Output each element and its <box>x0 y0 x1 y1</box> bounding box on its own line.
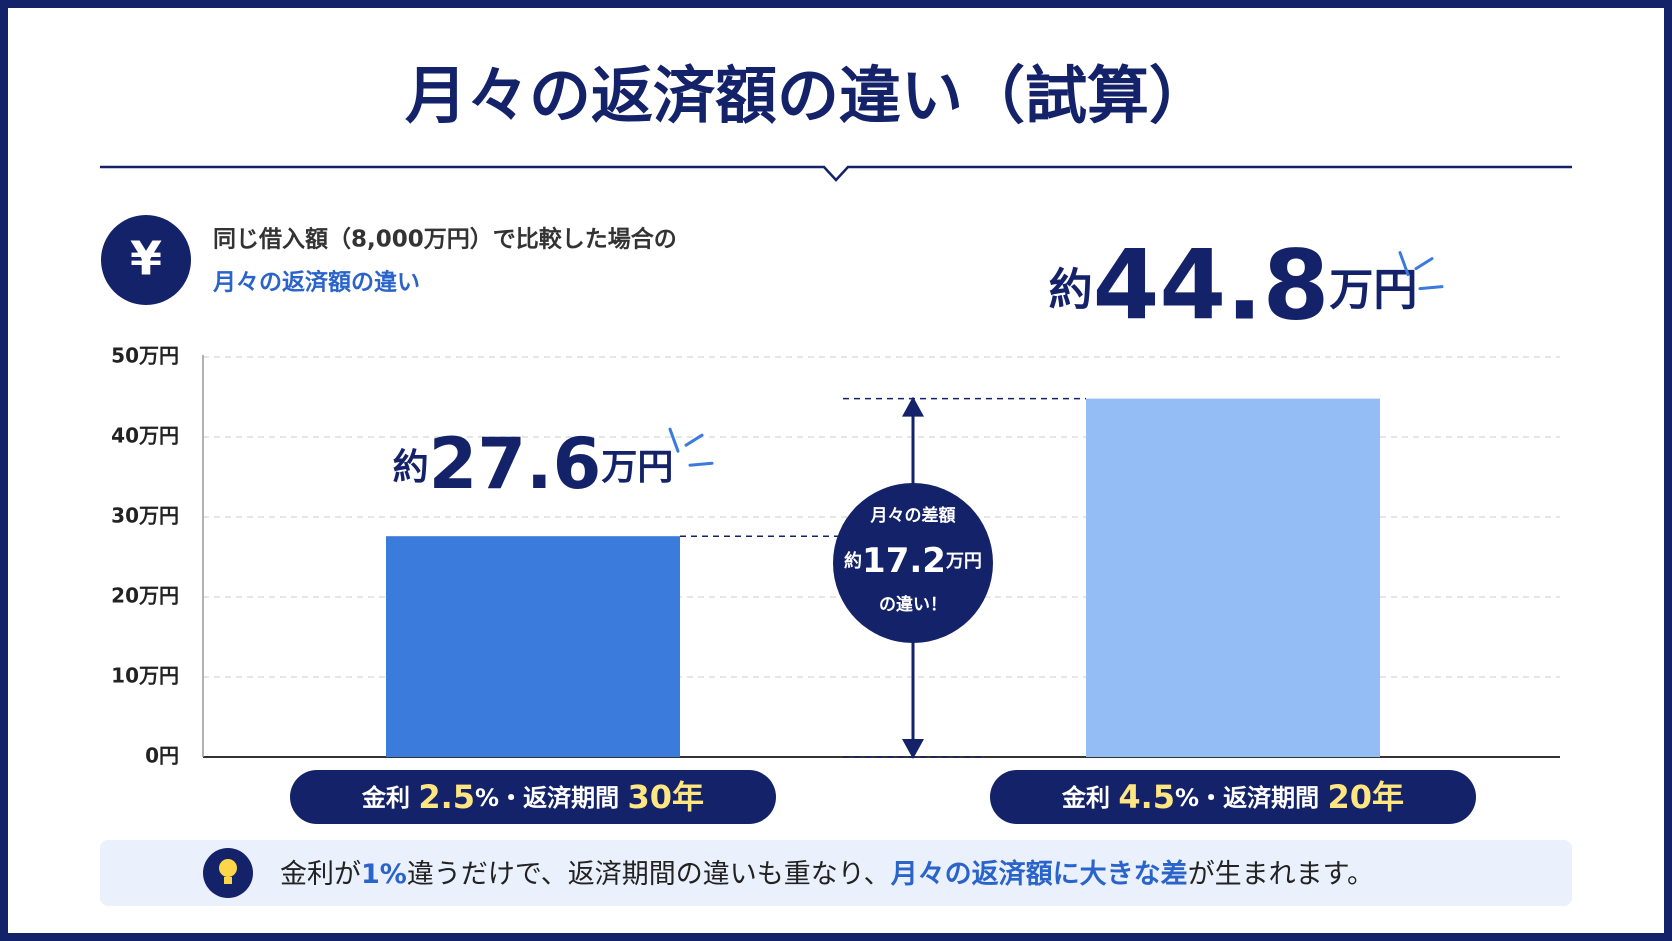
difference-title: 月々の差額 <box>870 505 956 526</box>
difference-note: の違い！ <box>879 594 947 615</box>
yen-symbol: ¥ <box>130 232 162 286</box>
category-part: 金利 <box>1061 784 1118 812</box>
arrow-head <box>902 739 924 759</box>
footnote: 金利が1%違うだけで、返済期間の違いも重なり、月々の返済額に大きな差が生まれます… <box>280 858 1374 890</box>
y-tick-label: 30万円 <box>111 504 179 528</box>
sparkle <box>1398 251 1410 277</box>
sparkle <box>1414 257 1434 271</box>
subtitle: 同じ借入額（8,000万円）で比較した場合の <box>213 226 677 253</box>
x-tick-label: 金利 4.5%・返済期間 20年 <box>1061 778 1404 816</box>
bar <box>1086 398 1380 757</box>
difference-badge <box>833 483 993 643</box>
sparkle <box>688 461 714 467</box>
sparkle <box>1418 285 1444 291</box>
footnote-part: が生まれます。 <box>1188 859 1374 890</box>
title-rule <box>100 165 1572 182</box>
category-part: %・返済期間 <box>1175 784 1327 812</box>
bulb-base <box>224 877 232 884</box>
y-tick-label: 0円 <box>145 744 179 768</box>
sparkle <box>684 433 704 447</box>
footnote-part: 1% <box>361 859 407 890</box>
x-tick-label: 金利 2.5%・返済期間 30年 <box>361 778 704 816</box>
footnote-part: 違うだけで、返済期間の違いも重なり、 <box>407 859 891 890</box>
y-tick-label: 10万円 <box>111 664 179 688</box>
difference-label: 約17.2万円 <box>844 541 982 581</box>
bulb <box>219 859 237 877</box>
category-part: 2.5 <box>418 778 475 816</box>
value-label: 約27.6万円 <box>393 423 674 505</box>
category-part: 30年 <box>627 778 704 816</box>
sparkle <box>668 427 680 453</box>
footnote-part: 金利が <box>280 859 361 890</box>
subtitle-highlight: 月々の返済額の違い <box>212 269 420 296</box>
y-tick-label: 50万円 <box>111 344 179 368</box>
chart-title: 月々の返済額の違い（試算） <box>405 59 1211 132</box>
category-part: 20年 <box>1327 778 1404 816</box>
value-label: 約44.8万円 <box>1049 230 1418 342</box>
category-part: 4.5 <box>1118 778 1175 816</box>
yen-icon <box>101 215 191 305</box>
category-pill <box>290 770 776 824</box>
category-part: 金利 <box>361 784 418 812</box>
footnote-part: 月々の返済額に大きな差 <box>890 858 1188 890</box>
y-tick-label: 20万円 <box>111 584 179 608</box>
category-part: %・返済期間 <box>475 784 627 812</box>
bar <box>386 536 680 757</box>
arrow-head <box>902 396 924 417</box>
category-pill <box>990 770 1476 824</box>
footnote-box <box>100 840 1572 906</box>
y-tick-label: 40万円 <box>111 424 179 448</box>
